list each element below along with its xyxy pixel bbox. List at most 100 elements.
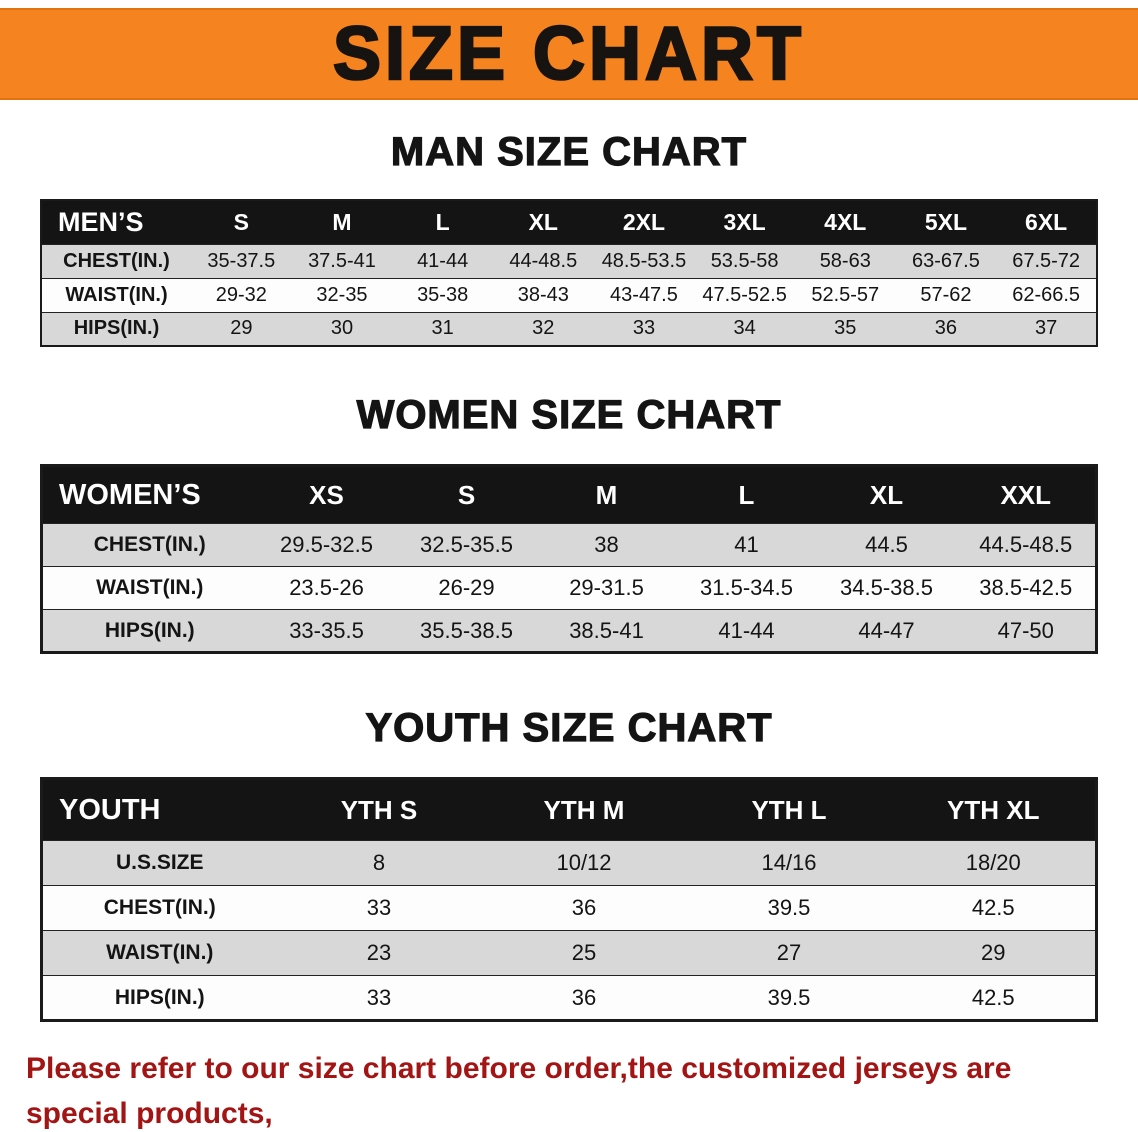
size-value-cell: 39.5	[686, 885, 892, 931]
size-value-cell: 29-32	[191, 277, 292, 312]
size-value-cell: 41	[676, 523, 817, 567]
measurement-row: HIPS(IN.) 29 30 31 32 33 34 35 36 37	[41, 311, 1097, 346]
size-value-cell: 44-47	[816, 609, 957, 653]
size-value-cell: 37.5-41	[291, 243, 393, 278]
size-value-cell: 41-44	[676, 609, 817, 653]
measurement-row-label: HIPS(IN.)	[41, 609, 257, 653]
measurement-row: WAIST(IN.) 29-32 32-35 35-38 38-43 43-47.5 47.…	[41, 277, 1097, 312]
section-men: MAN SIZE CHART MEN’S S M L XL 2XL 3XL 4XL 5XL 6XL…	[0, 129, 1138, 347]
table-corner-label: WOMEN’S	[59, 478, 201, 511]
size-value-cell: 34	[694, 311, 795, 346]
size-column-header: XL	[528, 208, 558, 235]
size-value-cell: 35-38	[392, 277, 493, 312]
measurement-row: CHEST(IN.) 29.5-32.5 32.5-35.5 38 41 44.5 44.5…	[41, 523, 1097, 567]
measurement-row-label: CHEST(IN.)	[41, 523, 257, 567]
size-column-header: L	[435, 208, 450, 235]
size-value-cell: 38-43	[492, 277, 594, 312]
size-column-header: M	[595, 479, 618, 510]
size-value-cell: 42.5	[891, 885, 1097, 931]
size-column-header: 2XL	[622, 208, 666, 235]
size-value-cell: 36	[481, 975, 687, 1021]
size-value-cell: 36	[481, 885, 687, 931]
size-value-cell: 26-29	[396, 566, 537, 610]
size-value-cell: 32.5-35.5	[396, 523, 537, 567]
section-heading-youth: YOUTH SIZE CHART	[365, 705, 773, 750]
measurement-row: WAIST(IN.) 23 25 27 29	[41, 930, 1097, 976]
size-value-cell: 30	[291, 311, 393, 346]
size-value-cell: 10/12	[481, 840, 687, 886]
size-value-cell: 29.5-32.5	[256, 523, 397, 567]
size-column-header: M	[332, 208, 352, 235]
size-column-header: 6XL	[1025, 208, 1068, 235]
size-value-cell: 34.5-38.5	[816, 566, 957, 610]
size-value-cell: 23.5-26	[256, 566, 397, 610]
size-value-cell: 43-47.5	[593, 277, 695, 312]
measurement-row-label: U.S.SIZE	[41, 840, 277, 886]
size-value-cell: 18/20	[891, 840, 1097, 886]
size-value-cell: 37	[996, 311, 1097, 346]
size-value-cell: 23	[276, 930, 482, 976]
page-title: SIZE CHART	[332, 11, 805, 98]
size-value-cell: 48.5-53.5	[593, 243, 695, 278]
size-column-header: 5XL	[924, 208, 968, 235]
size-value-cell: 47-50	[956, 609, 1097, 653]
size-value-cell: 35	[794, 311, 896, 346]
size-value-cell: 36	[895, 311, 997, 346]
size-value-cell: 53.5-58	[694, 243, 795, 278]
section-women: WOMEN SIZE CHART WOMEN’S XS S M L XL XXL CHEST(…	[0, 392, 1138, 654]
women-size-table: WOMEN’S XS S M L XL XXL CHEST(IN.) 29.5-32.5 32.5…	[40, 464, 1098, 654]
size-column-header: XL	[869, 479, 904, 510]
size-column-header: YTH M	[543, 794, 625, 825]
men-size-table: MEN’S S M L XL 2XL 3XL 4XL 5XL 6XL CHEST(IN.) 35-37…	[40, 199, 1098, 347]
size-value-cell: 41-44	[392, 243, 493, 278]
measurement-row: U.S.SIZE 8 10/12 14/16 18/20	[41, 840, 1097, 886]
size-value-cell: 35.5-38.5	[396, 609, 537, 653]
size-column-header: S	[233, 208, 249, 235]
size-value-cell: 32	[492, 311, 594, 346]
measurement-row: CHEST(IN.) 35-37.5 37.5-41 41-44 44-48.5 48.5…	[41, 243, 1097, 278]
size-value-cell: 31.5-34.5	[676, 566, 817, 610]
size-value-cell: 44.5-48.5	[956, 523, 1097, 567]
size-value-cell: 38.5-42.5	[956, 566, 1097, 610]
table-header-row: MEN’S S M L XL 2XL 3XL 4XL 5XL 6XL	[41, 200, 1097, 244]
size-column-header: XS	[309, 479, 344, 510]
size-column-header: YTH L	[751, 794, 827, 825]
size-value-cell: 35-37.5	[191, 243, 292, 278]
size-value-cell: 57-62	[895, 277, 997, 312]
size-value-cell: 63-67.5	[895, 243, 997, 278]
size-value-cell: 62-66.5	[996, 277, 1097, 312]
measurement-row-label: WAIST(IN.)	[41, 566, 257, 610]
size-value-cell: 29	[191, 311, 292, 346]
size-value-cell: 32-35	[291, 277, 393, 312]
size-value-cell: 14/16	[686, 840, 892, 886]
size-chart-page: SIZE CHART MAN SIZE CHART MEN’S S M L XL 2XL 3…	[0, 8, 1138, 1132]
size-value-cell: 29	[891, 930, 1097, 976]
measurement-row-label: CHEST(IN.)	[41, 243, 191, 278]
measurement-row: CHEST(IN.) 33 36 39.5 42.5	[41, 885, 1097, 931]
measurement-row-label: HIPS(IN.)	[41, 311, 191, 346]
table-corner-label: MEN’S	[58, 206, 144, 237]
measurement-row-label: WAIST(IN.)	[41, 930, 277, 976]
size-column-header: 4XL	[824, 208, 867, 235]
size-value-cell: 44-48.5	[492, 243, 594, 278]
size-value-cell: 25	[481, 930, 687, 976]
size-value-cell: 38.5-41	[536, 609, 677, 653]
youth-size-table: YOUTH YTH S YTH M YTH L YTH XL U.S.SIZE 8 10/12…	[40, 777, 1098, 1022]
size-column-header: 3XL	[723, 208, 766, 235]
size-value-cell: 33-35.5	[256, 609, 397, 653]
section-heading-men: MAN SIZE CHART	[390, 129, 748, 174]
size-value-cell: 8	[276, 840, 482, 886]
measurement-row: WAIST(IN.) 23.5-26 26-29 29-31.5 31.5-34.5 34…	[41, 566, 1097, 610]
size-value-cell: 31	[392, 311, 493, 346]
size-column-header: L	[738, 479, 755, 510]
section-youth: YOUTH SIZE CHART YOUTH YTH S YTH M YTH L YTH…	[0, 705, 1138, 1022]
size-value-cell: 33	[276, 885, 482, 931]
measurement-row: HIPS(IN.) 33-35.5 35.5-38.5 38.5-41 41-44 44-…	[41, 609, 1097, 653]
size-value-cell: 47.5-52.5	[694, 277, 795, 312]
size-column-header: XXL	[1000, 479, 1052, 510]
size-value-cell: 29-31.5	[536, 566, 677, 610]
measurement-row-label: WAIST(IN.)	[41, 277, 191, 312]
size-column-header: S	[457, 479, 476, 510]
size-value-cell: 52.5-57	[794, 277, 896, 312]
size-value-cell: 33	[276, 975, 482, 1021]
